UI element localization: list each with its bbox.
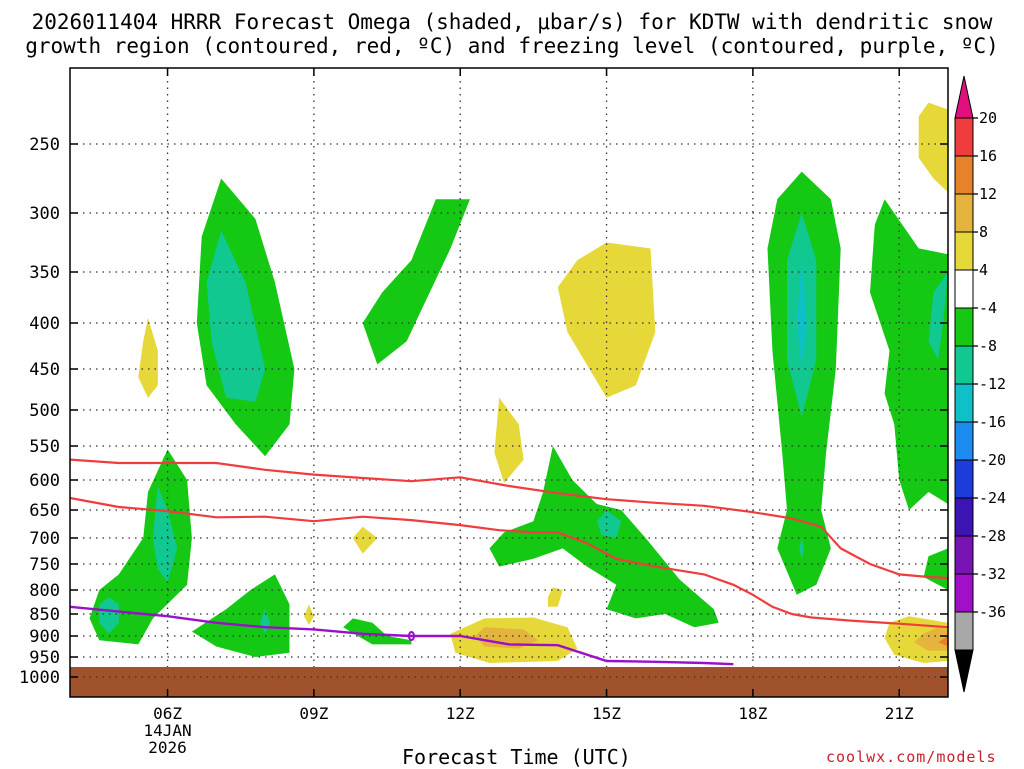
positive-omega-region-3	[494, 397, 524, 483]
colorbar-bin-11	[954, 535, 974, 575]
negative-omega-region-16	[928, 272, 948, 360]
y-tick-label-250: 250	[29, 135, 60, 155]
x-tick-year-label: 2026	[148, 738, 187, 757]
colorbar-bin-12	[954, 573, 974, 613]
ground-surface	[70, 667, 948, 697]
x-tick-label-09Z: 09Z	[299, 704, 328, 723]
negative-omega-region-7	[362, 199, 470, 365]
colorbar-bin-0	[954, 117, 974, 157]
chart-title-line-2: growth region (contoured, red, ºC) and f…	[25, 34, 999, 58]
negative-omega-region-13	[796, 260, 807, 369]
y-tick-label-750: 750	[29, 555, 60, 575]
negative-omega-region-17	[923, 548, 948, 590]
colorbar-label--8: -8	[979, 337, 997, 355]
x-tick-label-15Z: 15Z	[592, 704, 621, 723]
x-tick-label-18Z: 18Z	[738, 704, 767, 723]
y-tick-label-550: 550	[29, 437, 60, 457]
negative-omega-region-14	[799, 538, 805, 559]
negative-omega-region-9	[489, 446, 719, 628]
colorbar-bin-2	[954, 193, 974, 233]
colorbar-top-arrow	[954, 75, 974, 119]
negative-omega-region-1	[206, 230, 266, 402]
colorbar-label--4: -4	[979, 299, 997, 317]
negative-omega-region-8	[343, 618, 412, 645]
colorbar-label--32: -32	[979, 565, 1006, 583]
y-tick-label-400: 400	[29, 314, 60, 334]
negative-omega-region-15	[870, 199, 948, 510]
colorbar-label-16: 16	[979, 147, 997, 165]
colorbar-label--16: -16	[979, 413, 1006, 431]
freezing-level-label-mark	[407, 631, 415, 641]
positive-omega-region-4	[557, 242, 656, 398]
y-tick-label-500: 500	[29, 401, 60, 421]
colorbar-bin-8	[954, 421, 974, 461]
colorbar-bin-7	[954, 383, 974, 423]
colorbar-bin-13	[954, 611, 974, 651]
colorbar-bin-9	[954, 459, 974, 499]
plot-area	[70, 68, 948, 697]
colorbar-label--28: -28	[979, 527, 1006, 545]
y-tick-label-300: 300	[29, 204, 60, 224]
y-tick-label-350: 350	[29, 263, 60, 283]
x-tick-label-21Z: 21Z	[885, 704, 914, 723]
positive-omega-region-5	[548, 587, 563, 607]
positive-omega-region-1	[352, 526, 378, 554]
colorbar-bin-6	[954, 345, 974, 385]
y-tick-label-650: 650	[29, 501, 60, 521]
freezing-level-line	[70, 605, 734, 666]
colorbar-bin-10	[954, 497, 974, 537]
y-tick-label-600: 600	[29, 471, 60, 491]
y-tick-label-850: 850	[29, 605, 60, 625]
dgz-top-line	[70, 458, 948, 580]
negative-omega-region-4	[99, 597, 119, 634]
x-axis-label: Forecast Time (UTC)	[402, 745, 631, 769]
negative-omega-region-5	[191, 574, 290, 657]
plot-frame	[69, 67, 949, 698]
y-tick-label-950: 950	[29, 648, 60, 668]
dgz-bottom-line	[70, 496, 948, 629]
colorbar-bin-3	[954, 231, 974, 271]
colorbar-bin-5	[954, 307, 974, 347]
colorbar-label--36: -36	[979, 603, 1006, 621]
y-tick-label-800: 800	[29, 581, 60, 601]
colorbar-bottom-arrow	[954, 649, 974, 693]
negative-omega-region-10	[596, 510, 622, 538]
x-tick-label-12Z: 12Z	[446, 704, 475, 723]
positive-omega-region-0	[138, 317, 158, 398]
y-tick-label-900: 900	[29, 627, 60, 647]
positive-omega-region-9	[884, 616, 948, 663]
colorbar-label-20: 20	[979, 109, 997, 127]
colorbar-label--12: -12	[979, 375, 1006, 393]
positive-omega-region-7	[474, 627, 539, 649]
colorbar-label--24: -24	[979, 489, 1006, 507]
colorbar-label-8: 8	[979, 223, 988, 241]
positive-omega-region-8	[918, 102, 948, 193]
chart-title-line-1: 2026011404 HRRR Forecast Omega (shaded, …	[31, 10, 993, 34]
positive-omega-region-11	[938, 636, 948, 647]
colorbar-bin-4	[954, 269, 974, 309]
y-tick-label-450: 450	[29, 360, 60, 380]
y-tick-label-700: 700	[29, 529, 60, 549]
positive-omega-region-10	[913, 627, 948, 651]
colorbar-label-12: 12	[979, 185, 997, 203]
negative-omega-region-2	[89, 449, 192, 645]
y-tick-label-1000: 1000	[19, 668, 60, 688]
x-tick-label-06Z: 06Z	[153, 704, 182, 723]
colorbar-label-4: 4	[979, 261, 988, 279]
x-tick-date-label: 14JAN	[143, 721, 191, 740]
site-credit: coolwx.com/models	[826, 748, 997, 766]
colorbar-label--20: -20	[979, 451, 1006, 469]
positive-omega-region-2	[304, 604, 314, 625]
colorbar-bin-1	[954, 155, 974, 195]
